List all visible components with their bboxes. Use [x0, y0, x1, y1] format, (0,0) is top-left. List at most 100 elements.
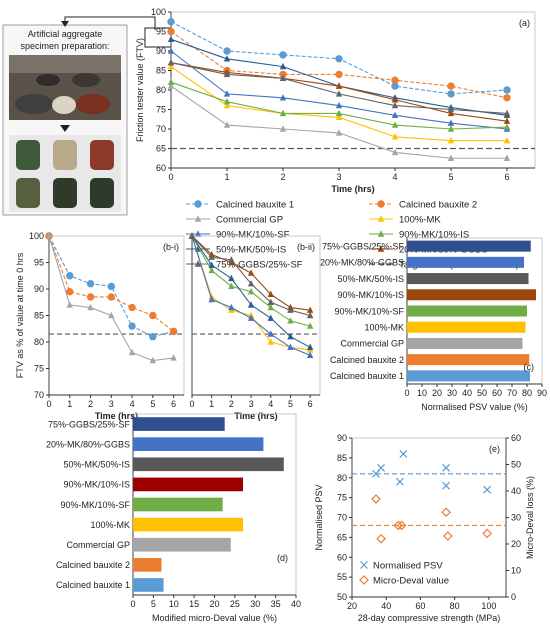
data-point [66, 287, 74, 296]
data-point [247, 314, 255, 321]
data-point [395, 477, 404, 486]
data-point [335, 129, 343, 136]
data-point [306, 306, 314, 313]
plot-frame [351, 437, 507, 598]
y2-tick-label: 0 [511, 592, 516, 602]
data-point [391, 96, 399, 103]
category-label: 75%-GGBS/25%-SF [322, 241, 405, 251]
data-point [287, 333, 294, 340]
data-point [228, 256, 235, 263]
legend-label: Micro-Deval value [373, 576, 449, 587]
data-point [442, 481, 451, 490]
bar [133, 517, 244, 532]
x-tick-label: 2 [229, 399, 234, 409]
x-tick-label: 5 [288, 399, 293, 409]
y-tick-label: 85 [337, 453, 347, 463]
category-label: Calcined bauxite 1 [330, 371, 404, 381]
legend-marker [194, 200, 202, 208]
legend-label: Calcined bauxite 2 [399, 200, 477, 211]
x-tick-label: 20 [347, 601, 357, 611]
specimen-pile-red [76, 94, 110, 114]
x-tick-label: 30 [250, 599, 260, 609]
data-point [170, 354, 177, 361]
data-point [335, 82, 343, 89]
data-point [391, 148, 399, 156]
y2-tick-label: 20 [511, 539, 521, 549]
data-point [287, 306, 294, 313]
data-point [267, 298, 274, 305]
data-point [223, 47, 231, 55]
x-tick-label: 5 [150, 399, 155, 409]
legend-marker [194, 230, 202, 237]
bar [407, 240, 531, 252]
y-tick-label: 65 [337, 532, 347, 542]
x-tick-label: 6 [504, 172, 509, 182]
data-point [188, 232, 196, 239]
y2-axis-title: Micro-Deval loss (%) [525, 476, 535, 559]
x-tick-label: 1 [224, 172, 229, 182]
series-line [170, 85, 507, 159]
y-tick-label: 90 [337, 433, 347, 443]
data-point [441, 507, 451, 518]
x-tick-label: 1 [209, 399, 214, 409]
x-tick-label: 90 [537, 388, 547, 398]
x-tick-label: 6 [171, 399, 176, 409]
data-point [503, 86, 511, 94]
specimen-photo-top-band [9, 55, 121, 73]
y-tick-label: 70 [337, 513, 347, 523]
legend-marker [359, 575, 369, 585]
data-point [279, 51, 287, 59]
panel-label: (e) [489, 444, 500, 454]
bar [407, 273, 529, 285]
x-tick-label: 1 [67, 399, 72, 409]
data-point [128, 348, 136, 356]
y-tick-label: 55 [337, 572, 347, 582]
bar [133, 417, 225, 431]
specimen-pile-light [52, 96, 76, 114]
data-point [66, 301, 73, 308]
legend-marker [377, 215, 385, 222]
legend-marker [377, 245, 385, 252]
x-tick-label: 80 [522, 388, 532, 398]
x-tick-label: 5 [448, 172, 453, 182]
x-tick-label: 0 [130, 599, 135, 609]
x-tick-label: 80 [450, 601, 460, 611]
y-tick-label: 80 [34, 337, 44, 347]
x-tick-label: 0 [168, 172, 173, 182]
legend-label: Calcined bauxite 1 [216, 200, 294, 211]
data-point [399, 449, 408, 458]
data-point [128, 322, 136, 330]
data-point [247, 280, 255, 287]
bar [407, 354, 530, 366]
data-point [279, 94, 287, 101]
data-point [223, 70, 231, 78]
x-tick-label: 10 [417, 388, 427, 398]
y-tick-label: 95 [156, 27, 166, 37]
data-point [167, 78, 175, 85]
legend-label: Normalised PSV [373, 561, 443, 572]
data-point [167, 35, 175, 42]
legend-marker [377, 230, 385, 237]
legend-marker [194, 260, 202, 267]
data-point [503, 154, 511, 161]
x-tick-label: 6 [308, 399, 313, 409]
data-point [335, 90, 343, 97]
data-point [503, 123, 511, 130]
legend-marker [377, 200, 385, 208]
legend-label: 50%-MK/50%-IS [216, 245, 286, 256]
bar [407, 289, 536, 301]
data-point [228, 282, 235, 290]
y2-tick-label: 30 [511, 513, 521, 523]
data-point [247, 287, 255, 295]
data-point [223, 98, 231, 105]
x-tick-label: 0 [189, 399, 194, 409]
x-tick-label: 10 [169, 599, 179, 609]
data-point [87, 303, 94, 311]
category-label: Commercial GP [340, 339, 404, 349]
data-point [335, 109, 343, 117]
data-point [167, 62, 175, 70]
y-tick-label: 85 [156, 66, 166, 76]
data-point [391, 121, 399, 128]
x-tick-label: 50 [477, 388, 487, 398]
data-point [223, 90, 231, 97]
